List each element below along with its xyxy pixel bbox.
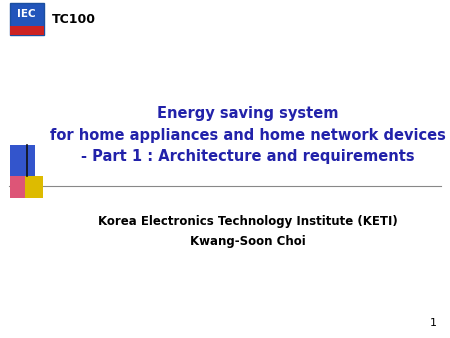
Text: 1: 1 — [429, 318, 436, 328]
Bar — [10, 3, 44, 35]
Bar — [25, 176, 43, 198]
Bar — [10, 145, 35, 176]
Text: Energy saving system
for home appliances and home network devices
- Part 1 : Arc: Energy saving system for home appliances… — [50, 106, 446, 164]
Bar — [10, 176, 28, 198]
Text: Korea Electronics Technology Institute (KETI)
Kwang-Soon Choi: Korea Electronics Technology Institute (… — [98, 215, 397, 248]
Text: IEC: IEC — [18, 9, 36, 19]
Bar — [10, 26, 44, 35]
Text: TC100: TC100 — [52, 13, 96, 26]
